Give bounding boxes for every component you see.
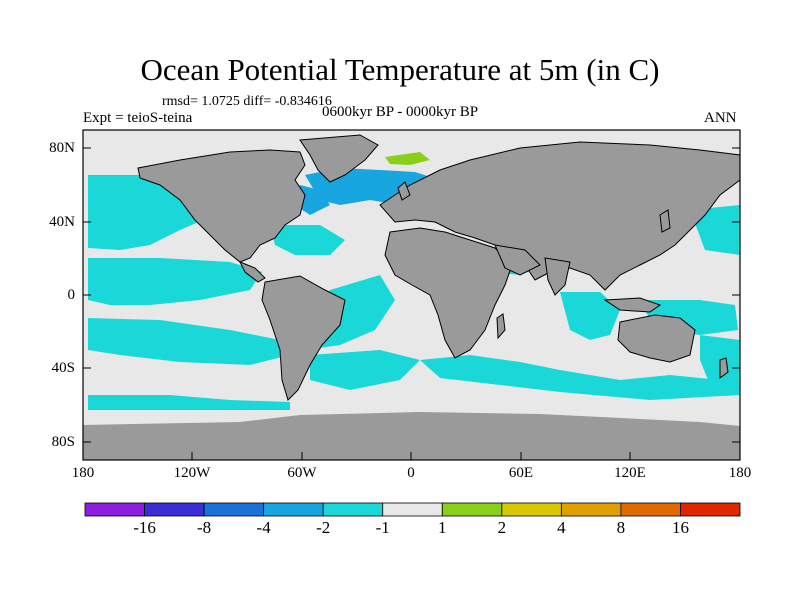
colorbar-label: -1 <box>375 518 390 537</box>
colorbar-swatch <box>144 502 205 517</box>
colorbar-swatch <box>680 502 741 517</box>
indonesia <box>603 297 662 313</box>
y-axis-ticks <box>83 147 740 443</box>
period-label: 0600kyr BP - 0000kyr BP <box>322 104 479 120</box>
colorbar-label: 4 <box>557 518 566 537</box>
colorbar-swatch <box>441 502 503 517</box>
africa <box>384 227 513 359</box>
x-tick-label: 0 <box>407 465 415 481</box>
colorbar-label: -8 <box>196 518 212 537</box>
experiment-label: Expt = teioS-teina <box>83 110 193 126</box>
greenland <box>299 134 379 183</box>
colorbar-swatch <box>620 502 681 517</box>
y-tick-label: 0 <box>67 287 76 303</box>
stats-text: rmsd= 1.0725 diff= -0.834616 <box>162 94 332 109</box>
plot-title: Ocean Potential Temperature at 5m (in C) <box>140 52 660 87</box>
colorbar-swatch <box>203 502 265 517</box>
x-tick-label: 120E <box>614 465 646 481</box>
antarctic-shelf <box>83 412 740 432</box>
japan <box>659 209 671 233</box>
new-zealand <box>719 357 729 379</box>
colorbar-label: -16 <box>133 518 156 537</box>
y-tick-label: 80S <box>51 434 75 450</box>
x-tick-label: 180 <box>71 465 95 481</box>
colorbar-swatch <box>382 502 443 517</box>
australia <box>617 314 696 363</box>
colorbar-label: 8 <box>616 518 626 537</box>
madagascar <box>496 313 506 340</box>
y-tick-label: 80N <box>49 140 75 156</box>
uk <box>397 181 411 201</box>
central-america <box>238 261 266 283</box>
colorbar-swatch <box>84 502 145 517</box>
y-tick-label: 40S <box>51 360 75 376</box>
x-tick-label: 120W <box>173 465 211 481</box>
colorbar-swatch <box>263 502 324 517</box>
colorbar-label: -2 <box>316 518 331 537</box>
x-tick-label: 60E <box>508 465 534 481</box>
colorbar-label: 16 <box>671 518 689 537</box>
x-tick-label: 180 <box>728 465 752 481</box>
colorbar-swatch <box>501 502 562 517</box>
positive-anomaly-patch <box>385 152 430 165</box>
x-tick-label: 60W <box>287 465 317 481</box>
colorbar-label: -4 <box>256 518 271 537</box>
eurasia <box>379 141 741 291</box>
north-america <box>137 149 306 263</box>
colorbar-label: 1 <box>438 518 447 537</box>
colorbar-swatch <box>322 502 384 517</box>
arabia <box>494 244 541 276</box>
colorbar <box>84 502 741 517</box>
colorbar-label: 2 <box>497 518 507 537</box>
india <box>544 257 571 296</box>
season-label: ANN <box>704 110 737 126</box>
colorbar-swatch <box>560 502 622 517</box>
y-tick-label: 40N <box>49 214 75 230</box>
x-axis-ticks <box>82 452 741 460</box>
south-america <box>261 275 346 401</box>
